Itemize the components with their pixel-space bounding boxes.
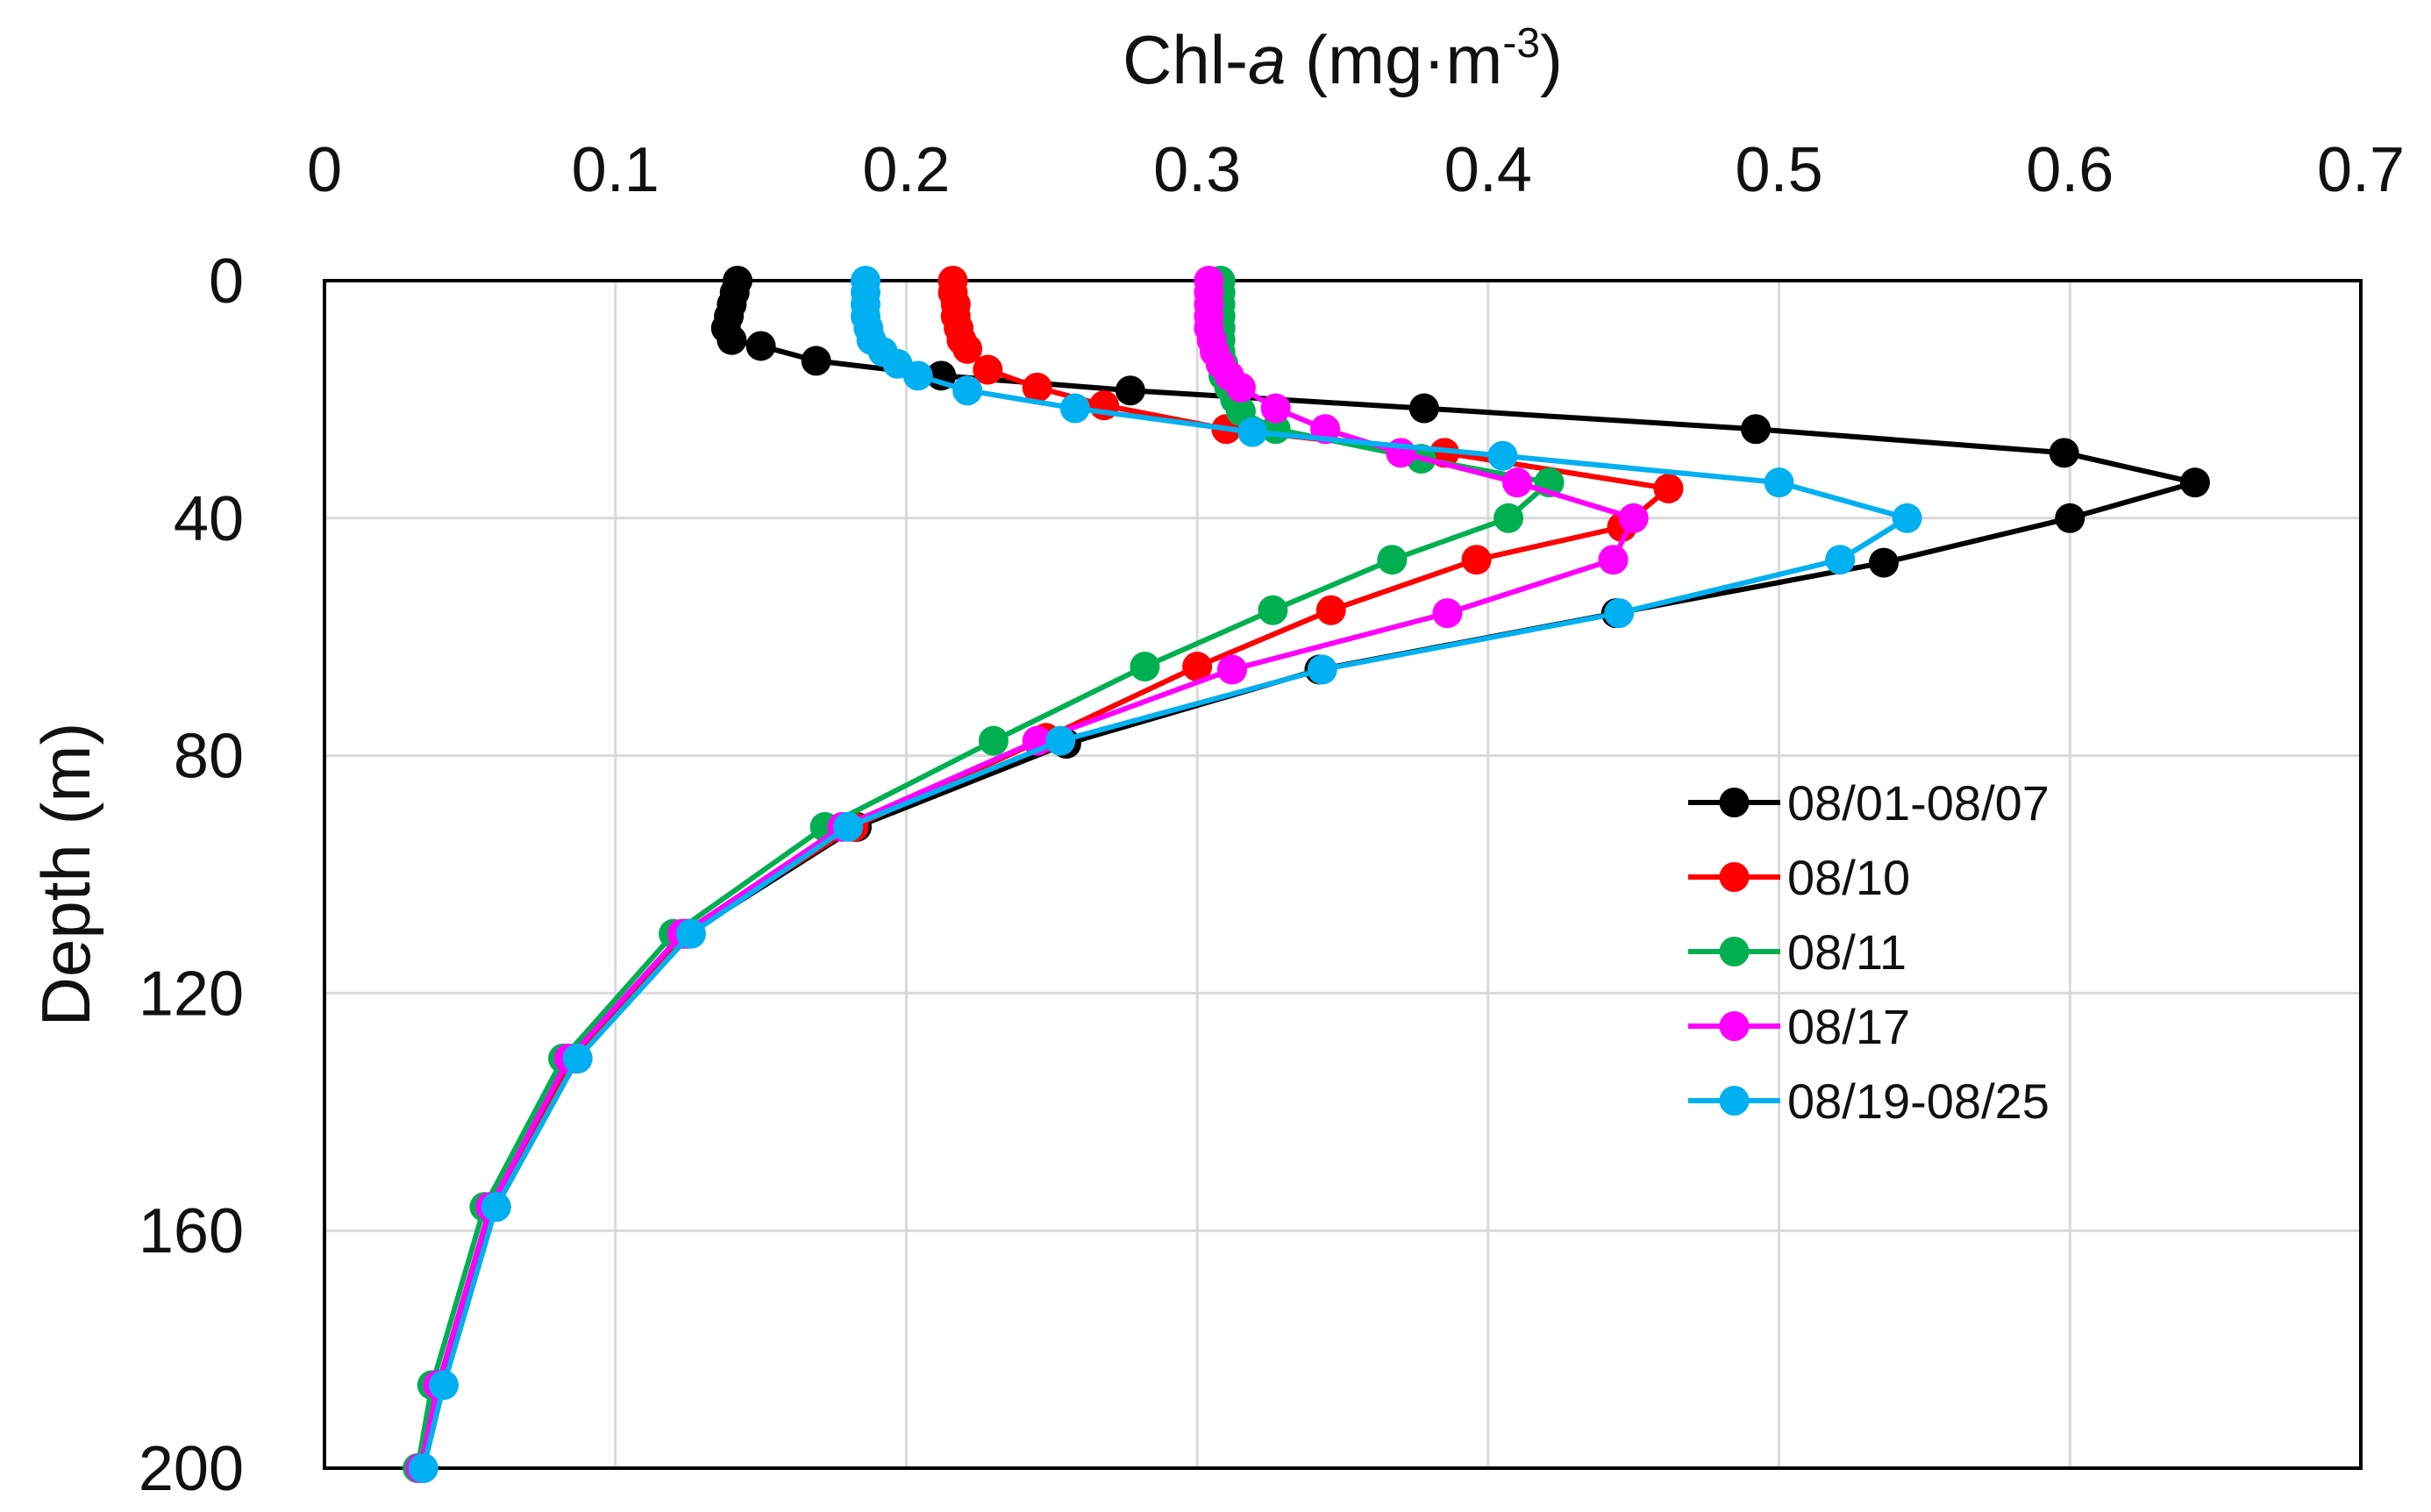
- legend-marker: [1719, 937, 1750, 966]
- data-point: [1653, 473, 1684, 503]
- data-point: [1432, 598, 1463, 629]
- x-tick-label: 0.6: [2026, 135, 2114, 205]
- y-axis-title: Depth (m): [27, 723, 104, 1027]
- x-tick-label: 0: [307, 135, 342, 205]
- data-point: [481, 1192, 511, 1223]
- x-axis-title: Chl-a (mg·m-3): [1123, 20, 1563, 98]
- gridlines: [324, 281, 2361, 1468]
- data-point: [952, 375, 983, 406]
- legend-item: 08/10: [1688, 850, 1910, 905]
- x-axis-title-unit: (mg·m: [1286, 21, 1502, 98]
- data-point: [1225, 372, 1256, 403]
- x-axis-title-prefix: Chl-: [1123, 21, 1248, 98]
- data-point: [1825, 545, 1856, 575]
- y-tick-label: 120: [139, 959, 244, 1029]
- data-point: [2049, 438, 2079, 468]
- y-axis-ticks: 0 40 80 120 160 200: [139, 246, 244, 1504]
- data-point: [1461, 545, 1492, 575]
- x-axis-title-exponent: -3: [1502, 20, 1540, 67]
- data-point: [1764, 467, 1794, 498]
- data-point: [1487, 440, 1518, 471]
- legend-item: 08/19-08/25: [1688, 1073, 2050, 1129]
- x-axis-title-close: ): [1540, 21, 1563, 98]
- data-point: [675, 918, 706, 949]
- x-tick-label: 0.4: [1444, 135, 1532, 205]
- data-point: [1315, 595, 1346, 625]
- plot-area-border: [323, 279, 2363, 1470]
- legend-item: 08/01-08/07: [1688, 775, 2050, 831]
- legend: 08/01-08/07 08/10 08/11 08/17 08/19-08/25: [1688, 775, 2050, 1129]
- data-point: [1892, 503, 1922, 533]
- data-point: [1618, 503, 1649, 533]
- legend-marker: [1719, 862, 1750, 892]
- data-point: [562, 1043, 593, 1073]
- legend-label: 08/10: [1787, 850, 1910, 905]
- data-point: [1377, 545, 1408, 575]
- data-point: [2055, 503, 2085, 533]
- legend-marker: [1719, 1086, 1750, 1116]
- data-point: [1386, 438, 1416, 468]
- data-point: [978, 725, 1009, 756]
- data-series: [403, 266, 2210, 1483]
- data-point: [1059, 393, 1090, 424]
- data-point: [1502, 467, 1533, 498]
- legend-label: 08/01-08/07: [1787, 775, 2050, 831]
- y-tick-label: 40: [174, 484, 244, 554]
- x-tick-label: 0.2: [862, 135, 950, 205]
- y-tick-label: 0: [209, 246, 244, 317]
- y-tick-label: 160: [139, 1196, 244, 1266]
- data-point: [1260, 393, 1291, 424]
- data-point: [1045, 725, 1076, 756]
- data-point: [1408, 393, 1439, 424]
- x-tick-label: 0.5: [1736, 135, 1823, 205]
- data-point: [1494, 503, 1524, 533]
- data-point: [902, 360, 933, 391]
- data-point: [716, 325, 747, 355]
- legend-item: 08/17: [1688, 999, 1910, 1054]
- data-point: [1022, 372, 1052, 403]
- data-point: [1598, 545, 1629, 575]
- y-tick-label: 200: [139, 1434, 244, 1504]
- data-point: [2179, 467, 2210, 498]
- x-axis-ticks: 0 0.1 0.2 0.3 0.4 0.5 0.6 0.7: [307, 135, 2405, 205]
- data-point: [1115, 375, 1145, 406]
- data-point: [1130, 652, 1160, 682]
- x-tick-label: 0.1: [572, 135, 659, 205]
- x-tick-label: 0.3: [1153, 135, 1241, 205]
- data-point: [1868, 547, 1899, 578]
- legend-item: 08/11: [1688, 924, 1907, 980]
- data-point: [429, 1370, 460, 1401]
- data-point: [801, 346, 831, 376]
- data-point: [1237, 417, 1268, 447]
- data-point: [973, 354, 1003, 385]
- data-point: [1307, 654, 1337, 685]
- y-tick-label: 80: [174, 722, 244, 792]
- legend-label: 08/19-08/25: [1787, 1073, 2050, 1129]
- data-point: [1604, 598, 1635, 629]
- data-point: [745, 331, 776, 361]
- data-point: [1182, 652, 1213, 682]
- legend-marker: [1719, 1011, 1750, 1041]
- legend-label: 08/17: [1787, 999, 1910, 1054]
- data-point: [1258, 595, 1288, 625]
- legend-marker: [1719, 788, 1750, 817]
- x-axis-title-italic: a: [1248, 21, 1286, 98]
- data-point: [408, 1453, 438, 1483]
- data-point: [1216, 654, 1247, 685]
- data-point: [1741, 414, 1772, 445]
- data-point: [952, 333, 983, 364]
- series-5: [408, 266, 1922, 1483]
- data-point: [833, 811, 864, 842]
- x-tick-label: 0.7: [2317, 135, 2405, 205]
- legend-label: 08/11: [1787, 924, 1907, 980]
